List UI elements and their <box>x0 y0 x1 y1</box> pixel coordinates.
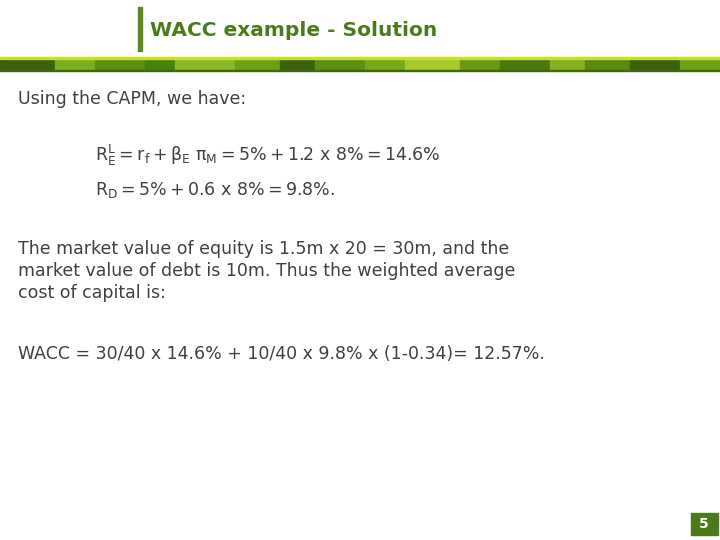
Bar <box>585 58 630 70</box>
Bar <box>500 58 550 70</box>
Text: WACC = 30/40 x 14.6% + 10/40 x 9.8% x (1-0.34)= 12.57%.: WACC = 30/40 x 14.6% + 10/40 x 9.8% x (1… <box>18 345 545 363</box>
Text: The market value of equity is 1.5m x 20 = 30m, and the: The market value of equity is 1.5m x 20 … <box>18 240 509 258</box>
Bar <box>175 58 235 70</box>
Bar <box>280 58 315 70</box>
Bar <box>235 58 280 70</box>
Text: 5: 5 <box>699 517 709 531</box>
Bar <box>405 58 460 70</box>
Bar <box>365 58 405 70</box>
Text: WACC example - Solution: WACC example - Solution <box>150 21 437 39</box>
Bar <box>680 58 720 70</box>
Bar <box>0 70 720 71</box>
Bar <box>0 57 720 58</box>
Bar <box>138 7 142 51</box>
Text: cost of capital is:: cost of capital is: <box>18 284 166 302</box>
Bar <box>550 58 585 70</box>
Text: market value of debt is 10m. Thus the weighted average: market value of debt is 10m. Thus the we… <box>18 262 516 280</box>
Text: $\mathrm{R_E^L = r_f + \beta_E\ \pi_M = 5\% + 1.2\ x\ 8\% = 14.6\%}$: $\mathrm{R_E^L = r_f + \beta_E\ \pi_M = … <box>95 143 441 168</box>
Bar <box>630 58 680 70</box>
Bar <box>315 58 365 70</box>
Bar <box>145 58 175 70</box>
Bar <box>0 58 55 70</box>
Bar <box>691 513 718 535</box>
Text: Using the CAPM, we have:: Using the CAPM, we have: <box>18 90 246 108</box>
Bar <box>95 58 145 70</box>
Bar <box>55 58 95 70</box>
Text: $\mathrm{R_D = 5\% + 0.6\ x\ 8\% = 9.8\%.}$: $\mathrm{R_D = 5\% + 0.6\ x\ 8\% = 9.8\%… <box>95 180 335 200</box>
Bar <box>460 58 500 70</box>
